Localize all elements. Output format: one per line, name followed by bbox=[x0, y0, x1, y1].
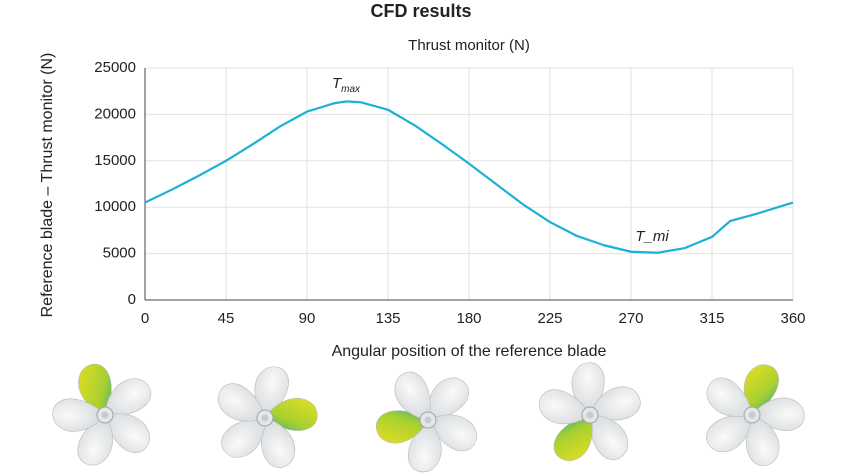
chart-subtitle: Thrust monitor (N) bbox=[408, 37, 530, 54]
propeller bbox=[539, 362, 641, 462]
annotation-text: T_mi bbox=[635, 228, 669, 245]
propeller-hub-center bbox=[586, 411, 594, 419]
x-tick-label: 270 bbox=[618, 310, 643, 327]
propeller-blade bbox=[539, 389, 591, 425]
y-tick-label: 5000 bbox=[103, 245, 136, 262]
propeller-blade bbox=[394, 371, 431, 421]
annotation-subscript: max bbox=[341, 84, 361, 95]
annotation: T_mi bbox=[635, 228, 669, 245]
propeller bbox=[52, 363, 152, 466]
y-tick-label: 0 bbox=[128, 291, 136, 308]
y-tick-label: 15000 bbox=[94, 152, 136, 169]
propeller bbox=[217, 366, 318, 468]
x-tick-label: 225 bbox=[537, 310, 562, 327]
x-tick-label: 360 bbox=[780, 310, 805, 327]
propeller-hub-center bbox=[101, 411, 109, 419]
x-tick-label: 180 bbox=[456, 310, 481, 327]
propeller-blade bbox=[217, 383, 266, 422]
x-tick-label: 45 bbox=[218, 310, 235, 327]
propeller bbox=[706, 364, 805, 466]
propeller-hub-center bbox=[261, 414, 269, 422]
data-line bbox=[144, 100, 794, 254]
x-tick-label: 0 bbox=[141, 310, 149, 327]
annotation: Tmax bbox=[332, 75, 361, 95]
x-tick-label: 90 bbox=[299, 310, 316, 327]
y-tick-label: 25000 bbox=[94, 59, 136, 76]
propeller bbox=[375, 371, 477, 473]
propeller-hub-center bbox=[424, 416, 432, 424]
x-tick-label: 315 bbox=[699, 310, 724, 327]
chart-title: CFD results bbox=[370, 1, 471, 21]
propeller-blade bbox=[706, 377, 753, 418]
x-axis-label: Angular position of the reference blade bbox=[332, 343, 607, 360]
y-tick-label: 20000 bbox=[94, 105, 136, 122]
propeller-blade bbox=[52, 398, 106, 432]
propeller-hub-center bbox=[748, 411, 756, 419]
x-tick-label: 135 bbox=[375, 310, 400, 327]
annotation-text: T bbox=[332, 75, 343, 92]
y-tick-label: 10000 bbox=[94, 198, 136, 215]
y-axis-label: Reference blade – Thrust monitor (N) bbox=[39, 53, 56, 318]
